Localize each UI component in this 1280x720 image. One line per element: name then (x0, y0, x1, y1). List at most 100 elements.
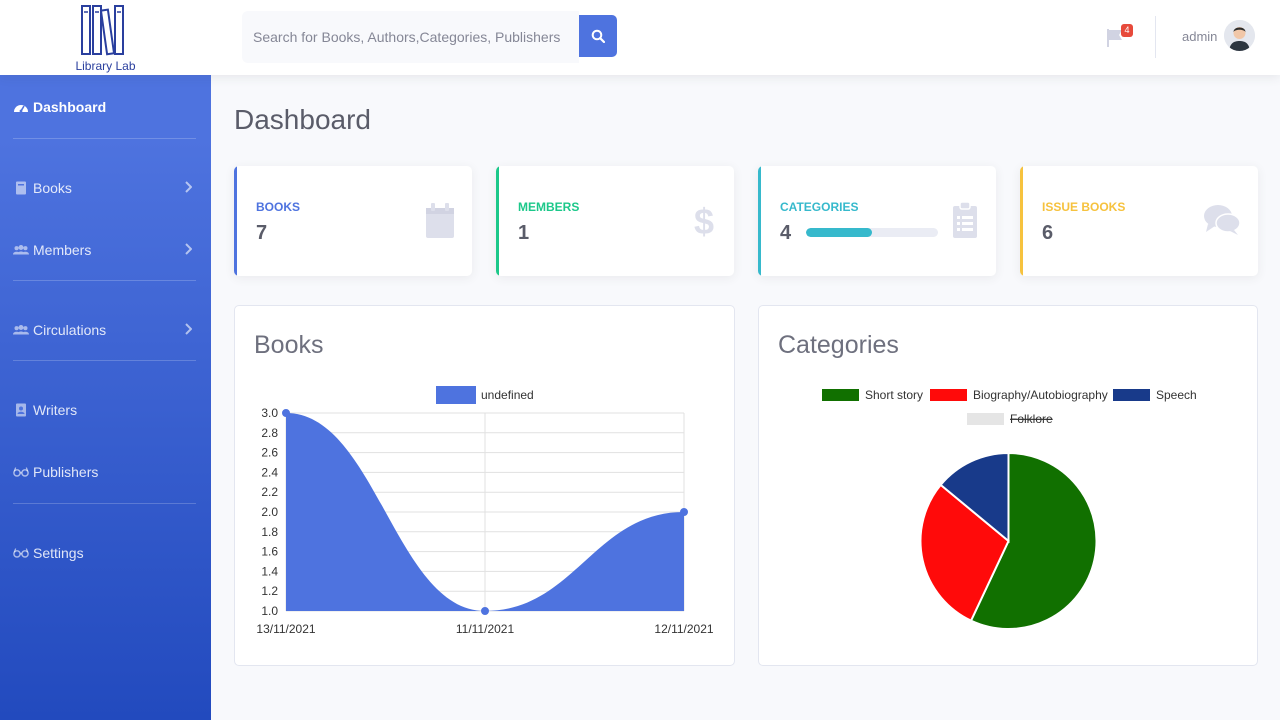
categories-chart-title: Categories (778, 331, 899, 359)
y-tick-label: 2.4 (261, 465, 278, 479)
search-input[interactable] (242, 11, 579, 63)
chevron-right-icon (185, 323, 192, 335)
data-point[interactable] (680, 508, 688, 516)
y-tick-label: 2.2 (261, 485, 278, 499)
sidebar-item-settings[interactable]: Settings (13, 543, 198, 563)
x-tick-label: 12/11/2021 (654, 622, 713, 636)
sidebar-item-label: Books (33, 180, 72, 196)
flag-icon (1107, 29, 1122, 47)
y-tick-label: 1.0 (261, 604, 278, 618)
sidebar-item-label: Settings (33, 545, 84, 561)
legend-label[interactable]: undefined (481, 388, 534, 402)
glasses-icon (13, 465, 29, 479)
sidebar: Dashboard Books Members Circulations Wri… (0, 75, 211, 720)
card-label: MEMBERS (518, 200, 580, 214)
card-label: BOOKS (256, 200, 301, 214)
legend-swatch[interactable] (436, 386, 476, 404)
stat-card-members[interactable]: MEMBERS 1 $ (496, 166, 734, 276)
categories-chart-panel: Categories Short story Biography/Autobiog… (758, 305, 1258, 666)
books-icon (81, 5, 124, 56)
legend-swatch[interactable] (930, 389, 967, 401)
sidebar-divider (13, 360, 196, 361)
legend-swatch[interactable] (822, 389, 859, 401)
legend-label[interactable]: Biography/Autobiography (973, 388, 1108, 402)
legend-swatch[interactable] (1113, 389, 1150, 401)
search-icon (591, 29, 605, 43)
sidebar-divider (13, 280, 196, 281)
legend-label[interactable]: Speech (1156, 388, 1197, 402)
svg-text:$: $ (694, 202, 714, 240)
y-tick-label: 2.6 (261, 446, 278, 460)
books-area-chart: undefined 3.0 2.8 2.6 2.4 2.2 2.0 1.8 1.6 1.4 1.2… (256, 386, 714, 636)
categories-progress-bar (806, 228, 938, 237)
card-label: ISSUE BOOKS (1042, 200, 1126, 214)
stat-card-categories[interactable]: CATEGORIES 4 (758, 166, 996, 276)
sidebar-item-books[interactable]: Books (13, 178, 198, 198)
books-chart-title: Books (254, 331, 324, 359)
brand-name: Library Lab (75, 59, 136, 73)
sidebar-item-label: Members (33, 242, 92, 258)
book-icon (13, 181, 29, 195)
card-accent-bar (234, 166, 237, 276)
area-series-fill (286, 413, 684, 611)
books-chart-panel: Books undefined 3.0 2.8 2.6 2.4 2.2 2.0 1.8 1.6… (234, 305, 735, 666)
users-icon (13, 243, 29, 257)
pie-slice[interactable] (919, 483, 1010, 622)
user-avatar[interactable] (1224, 20, 1255, 51)
alerts-button[interactable]: 4 (1106, 24, 1136, 50)
card-value: 7 (256, 222, 268, 244)
dollar-icon: $ (694, 202, 714, 240)
sidebar-divider (13, 503, 196, 504)
chevron-right-icon (185, 243, 192, 255)
card-value: 6 (1042, 222, 1054, 244)
card-value: 4 (780, 222, 792, 244)
address-book-icon (13, 403, 29, 417)
sidebar-item-publishers[interactable]: Publishers (13, 462, 198, 482)
card-label: CATEGORIES (780, 200, 859, 214)
comments-icon (1204, 205, 1240, 235)
sidebar-item-members[interactable]: Members (13, 240, 198, 260)
topbar: Library Lab 4 admin (0, 0, 1280, 75)
user-name[interactable]: admin (1182, 29, 1218, 44)
sidebar-item-label: Publishers (33, 464, 99, 480)
data-point[interactable] (282, 409, 290, 417)
x-tick-label: 13/11/2021 (256, 622, 315, 636)
x-tick-label: 11/11/2021 (456, 622, 515, 636)
card-accent-bar (496, 166, 499, 276)
card-accent-bar (1020, 166, 1023, 276)
tachometer-icon (13, 100, 29, 114)
pie-slice[interactable] (969, 451, 1098, 630)
sidebar-item-dashboard[interactable]: Dashboard (13, 97, 198, 117)
search-bar (242, 11, 617, 63)
alerts-count-badge: 4 (1121, 24, 1133, 37)
chevron-right-icon (185, 181, 192, 193)
sidebar-item-label: Writers (33, 402, 78, 418)
y-tick-label: 1.4 (261, 564, 278, 578)
progress-fill (806, 228, 872, 237)
y-tick-label: 2.8 (261, 426, 278, 440)
calendar-icon (426, 203, 454, 238)
data-point[interactable] (481, 607, 489, 615)
users-icon (13, 323, 29, 337)
legend-label[interactable]: Folklore (1010, 412, 1053, 426)
legend-label[interactable]: Short story (865, 388, 923, 402)
stat-card-issue-books[interactable]: ISSUE BOOKS 6 (1020, 166, 1258, 276)
sidebar-divider (13, 138, 196, 139)
card-accent-bar (758, 166, 761, 276)
search-button[interactable] (579, 15, 617, 57)
user-avatar-image (1224, 20, 1255, 51)
sidebar-item-label: Dashboard (33, 99, 107, 115)
y-tick-label: 1.8 (261, 525, 278, 539)
legend-swatch[interactable] (967, 413, 1004, 425)
y-tick-label: 2.0 (261, 505, 278, 519)
sidebar-item-label: Circulations (33, 322, 107, 338)
sidebar-item-circulations[interactable]: Circulations (13, 320, 198, 340)
clipboard-list-icon (953, 202, 977, 238)
categories-pie-chart: Short story Biography/Autobiography Speech… (822, 388, 1197, 630)
sidebar-item-writers[interactable]: Writers (13, 400, 198, 420)
card-value: 1 (518, 222, 530, 244)
pie-slice[interactable] (939, 451, 1010, 544)
stat-card-books[interactable]: BOOKS 7 (234, 166, 472, 276)
glasses-icon (13, 546, 29, 560)
brand[interactable]: Library Lab (0, 0, 211, 75)
